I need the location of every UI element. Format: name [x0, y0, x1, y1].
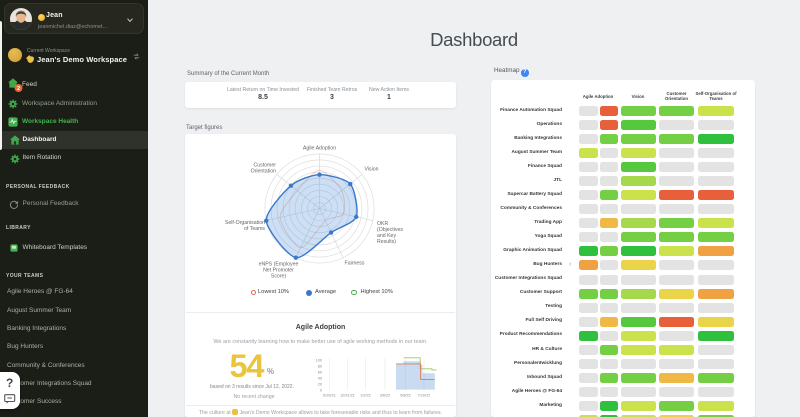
- svg-text:20: 20: [318, 382, 322, 386]
- svg-text:10/31/21: 10/31/21: [340, 394, 355, 398]
- svg-text:5/8/22: 5/8/22: [400, 394, 411, 398]
- svg-text:40: 40: [318, 376, 322, 380]
- svg-text:Agile Adoption: Agile Adoption: [303, 146, 336, 152]
- svg-text:2: 2: [17, 86, 20, 92]
- svg-text:100: 100: [316, 358, 322, 362]
- svg-text:6/29/21: 6/29/21: [323, 394, 336, 398]
- svg-text:Vision: Vision: [364, 167, 378, 173]
- svg-text:1/2/22: 1/2/22: [360, 394, 371, 398]
- svg-text:Fairness: Fairness: [345, 261, 365, 267]
- svg-text:80: 80: [318, 364, 322, 368]
- svg-text:7/10/22: 7/10/22: [418, 394, 431, 398]
- svg-text:0: 0: [320, 388, 322, 392]
- svg-text:3/6/22: 3/6/22: [380, 394, 391, 398]
- svg-text:60: 60: [318, 370, 322, 374]
